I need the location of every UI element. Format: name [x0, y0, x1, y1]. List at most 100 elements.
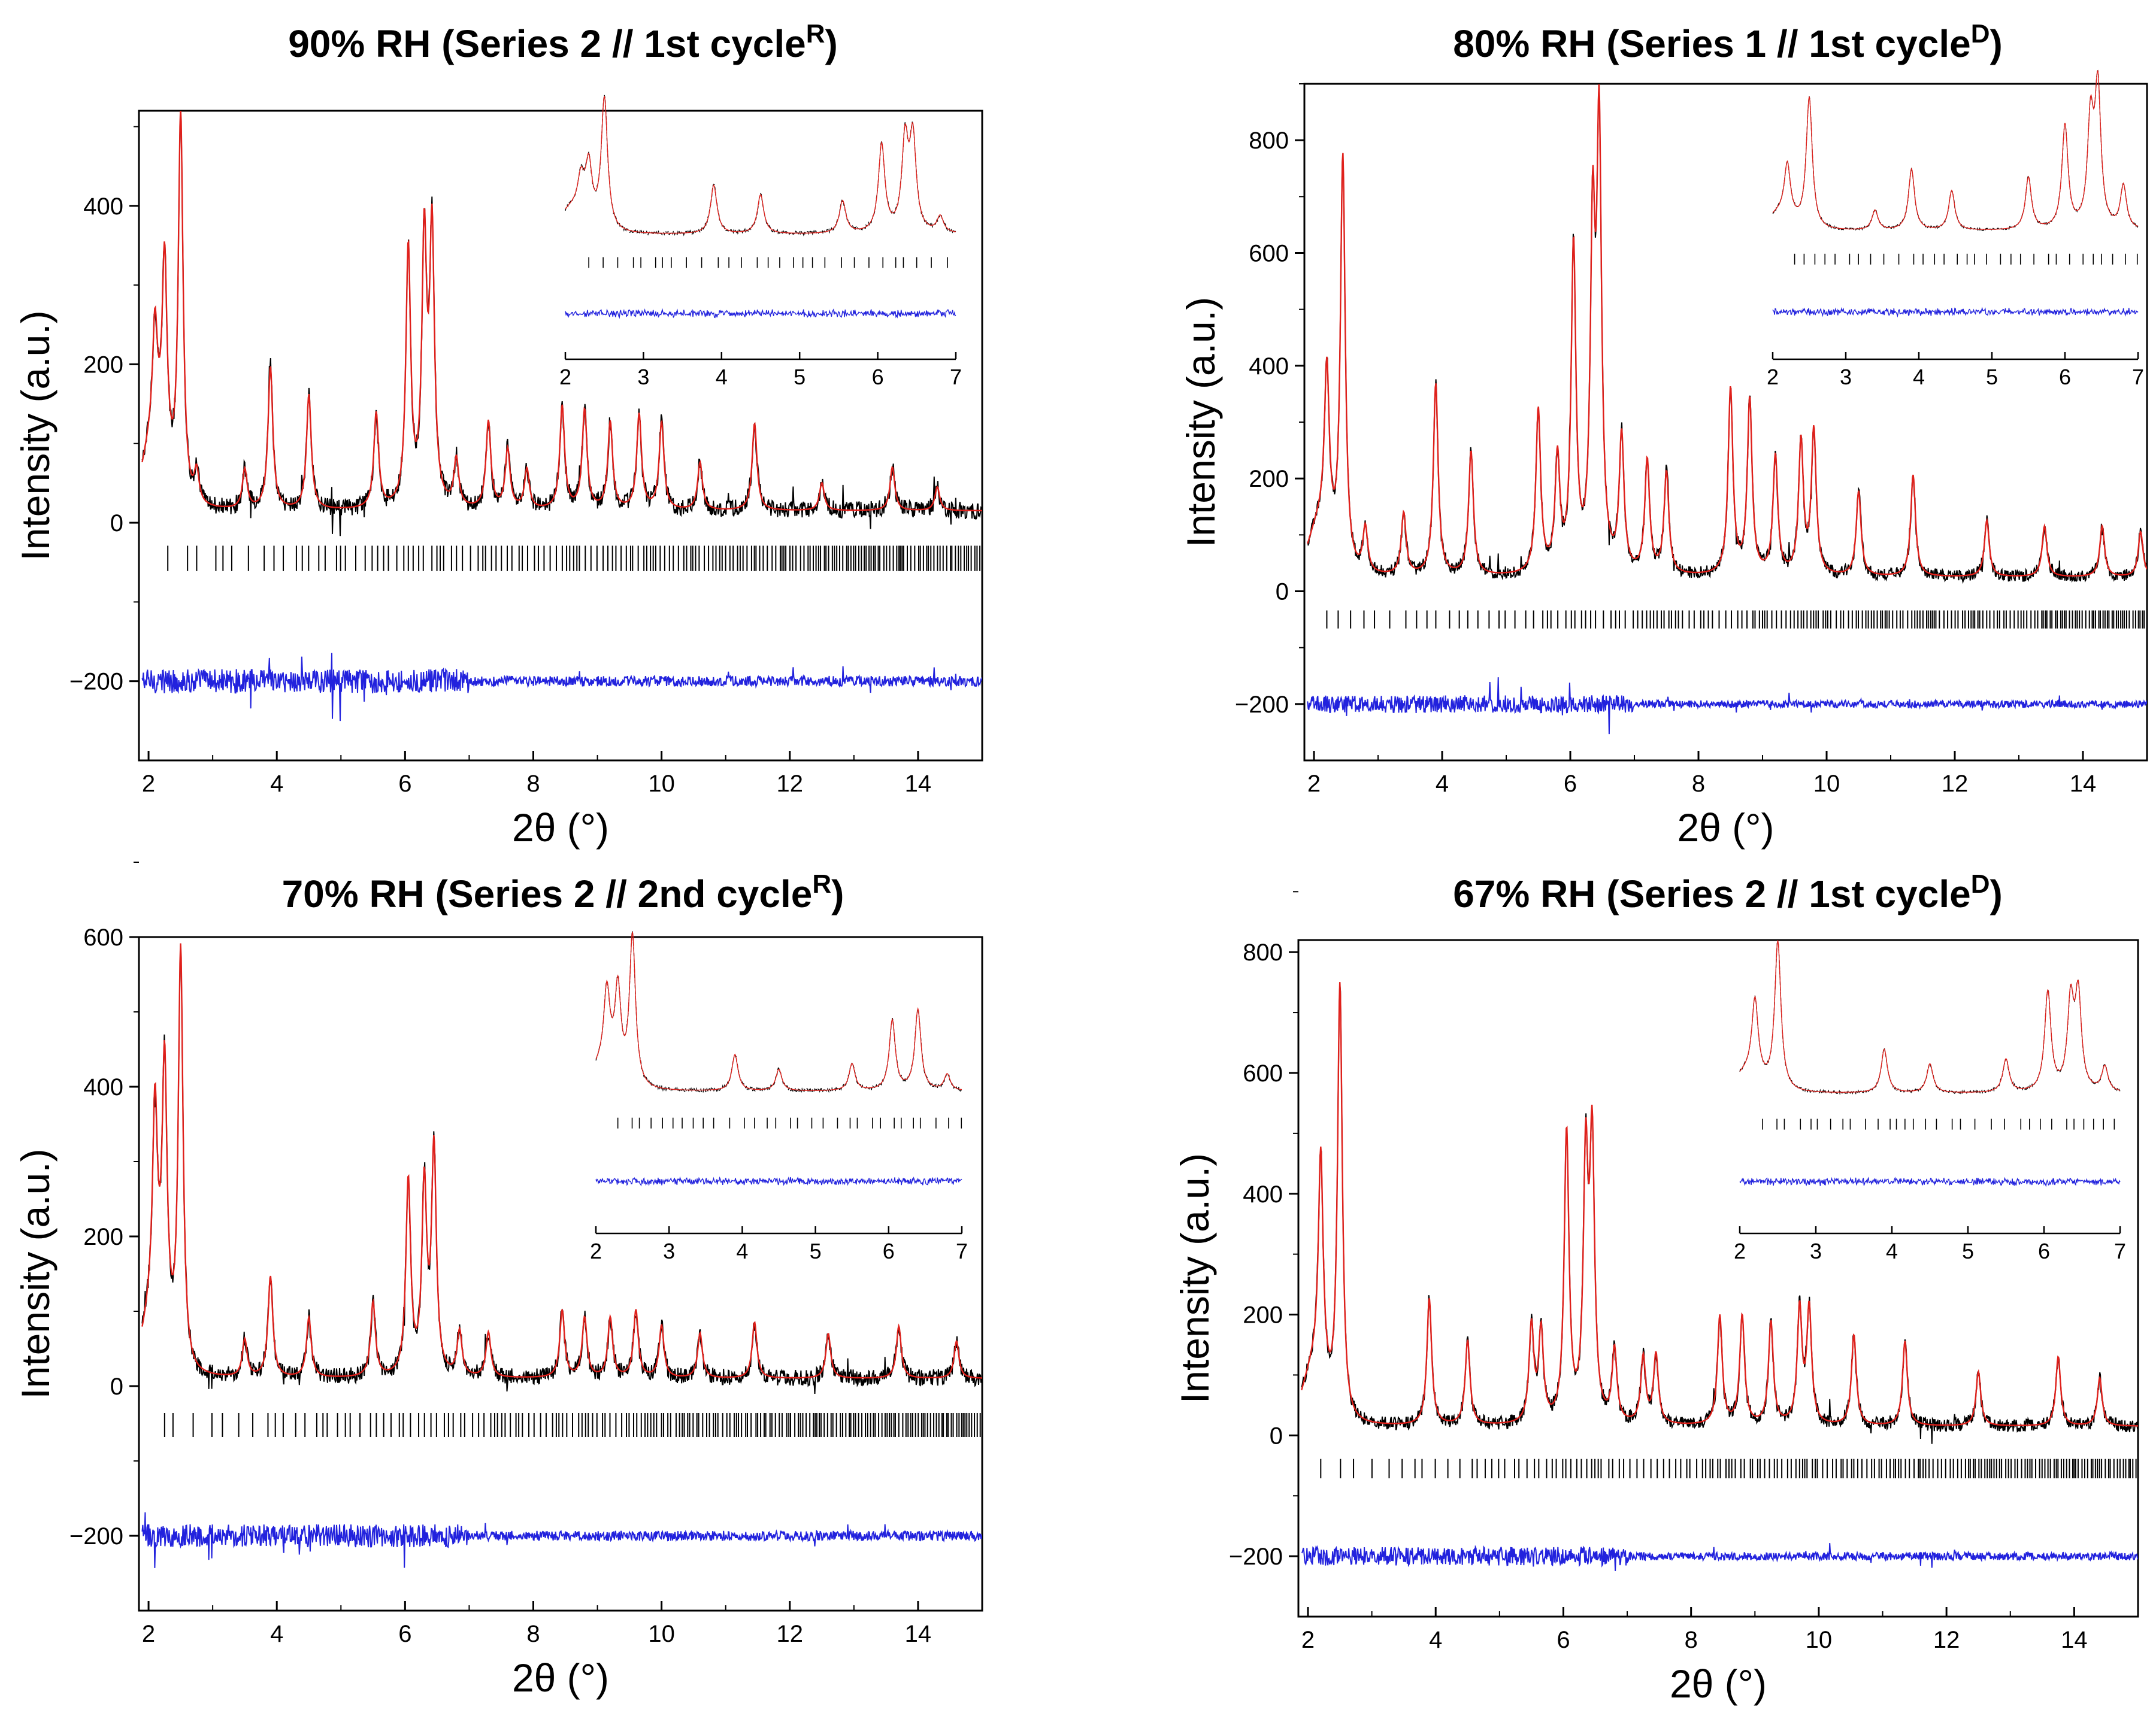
y-tick-label: 600 — [83, 924, 123, 951]
x-tick-label: 8 — [1692, 771, 1705, 797]
y-axis-title: Intensity (a.u.) — [1173, 1153, 1217, 1403]
y-tick-label: 600 — [1243, 1060, 1283, 1087]
inset: 2 3 4 5 6 7 — [590, 930, 968, 1263]
inset-calculated-line — [595, 932, 962, 1091]
series-difference-line — [141, 1512, 982, 1568]
y-tick-label: 800 — [1249, 128, 1289, 154]
panel-4: 67% RH (Series 2 // 1st cycleD) 2 4 6 8 10 12 1… — [1173, 869, 2139, 1706]
plot-frame — [138, 110, 983, 762]
inset-x-tick-label: 5 — [1986, 365, 1998, 389]
x-tick-label: 4 — [270, 1621, 283, 1647]
x-tick-label: 2 — [142, 1621, 155, 1647]
panel-title-close: ) — [825, 22, 837, 65]
inset-difference-line — [1739, 1177, 2121, 1187]
series-calculated-line — [1301, 982, 2138, 1427]
x-tick-label: 6 — [398, 1621, 411, 1647]
y-tick-label: 200 — [1243, 1302, 1283, 1329]
inset-x-tick-label: 2 — [590, 1239, 602, 1263]
panel-title-text: 90% RH (Series 2 // 1st cycle — [288, 22, 806, 65]
y-tick-label: 600 — [1249, 241, 1289, 267]
y-tick-label: 400 — [1243, 1181, 1283, 1208]
x-tick-label: 14 — [2070, 771, 2097, 797]
series-difference-line — [141, 653, 982, 721]
inset-x-tick-label: 6 — [2038, 1239, 2050, 1263]
inset-x-tick-label: 2 — [1734, 1239, 1746, 1263]
y-axis-title: Intensity (a.u.) — [13, 310, 57, 560]
x-tick-label: 12 — [777, 1621, 804, 1647]
inset: 2 3 4 5 6 7 — [1767, 69, 2144, 389]
inset-calculated-line — [1739, 940, 2121, 1093]
inset-difference-line — [595, 1176, 962, 1187]
x-tick-label: 12 — [1933, 1627, 1960, 1653]
x-tick-label: 8 — [526, 1621, 540, 1647]
panel-title-close: ) — [1990, 22, 2002, 65]
panel-title: 70% RH (Series 2 // 2nd cycleR) — [282, 869, 844, 916]
x-tick-label: 8 — [526, 771, 540, 797]
inset-observed-line — [1739, 939, 2121, 1096]
y-tick-label: 200 — [1249, 466, 1289, 492]
panel-title-superscript: R — [806, 19, 825, 48]
x-tick-label: 2 — [142, 771, 155, 797]
x-tick-label: 10 — [648, 771, 675, 797]
inset-x-tick-label: 5 — [794, 365, 806, 389]
panel-3: 70% RH (Series 2 // 2nd cycleR) 2 4 6 8 10 12 1… — [13, 862, 983, 1700]
series-group — [141, 943, 982, 1568]
y-axis-title: Intensity (a.u.) — [13, 1148, 57, 1399]
series-calculated-line — [1307, 84, 2147, 577]
inset-x-tick-label: 7 — [956, 1239, 968, 1263]
y-tick-label: −200 — [69, 669, 123, 695]
panel-1: 90% RH (Series 2 // 1st cycleR) 2 4 6 8 10 12 1… — [13, 19, 983, 850]
panel-title-superscript: R — [812, 869, 831, 899]
inset-x-tick-label: 2 — [559, 365, 571, 389]
x-axis-title: 2θ (°) — [1670, 1662, 1767, 1706]
series-calculated-line — [141, 111, 982, 511]
y-tick-label: 400 — [83, 1074, 123, 1101]
series-observed-line — [141, 111, 982, 536]
x-tick-label: 10 — [1806, 1627, 1833, 1653]
x-tick-label: 14 — [2061, 1627, 2088, 1653]
inset-x-tick-label: 7 — [950, 365, 962, 389]
y-tick-label: 200 — [83, 351, 123, 378]
x-tick-label: 6 — [1564, 771, 1577, 797]
y-tick-label: 0 — [1276, 579, 1289, 605]
y-tick-label: 400 — [83, 193, 123, 220]
inset-x-tick-label: 7 — [2114, 1239, 2126, 1263]
x-tick-label: 12 — [777, 771, 804, 797]
inset-x-tick-label: 4 — [716, 365, 728, 389]
x-axis-title: 2θ (°) — [512, 805, 609, 850]
panel-title: 67% RH (Series 2 // 1st cycleD) — [1453, 869, 2003, 916]
inset-x-tick-label: 7 — [2132, 365, 2144, 389]
inset-x-tick-label: 2 — [1767, 365, 1779, 389]
series-difference-line — [1307, 677, 2147, 735]
y-axis-title: Intensity (a.u.) — [1179, 297, 1223, 547]
x-axis-title: 2θ (°) — [1677, 805, 1774, 850]
y-tick-label: −200 — [69, 1523, 123, 1550]
inset-x-tick-label: 6 — [2059, 365, 2071, 389]
x-tick-label: 2 — [1307, 771, 1321, 797]
panel-title-superscript: D — [1971, 19, 1990, 48]
x-tick-label: 8 — [1685, 1627, 1698, 1653]
y-tick-label: 0 — [1270, 1423, 1283, 1449]
y-tick-label: 400 — [1249, 353, 1289, 380]
inset-difference-line — [565, 308, 956, 319]
inset-x-tick-label: 4 — [736, 1239, 748, 1263]
x-tick-label: 14 — [905, 1621, 932, 1647]
panel-title-close: ) — [1990, 872, 2002, 915]
panel-title-superscript: D — [1971, 869, 1990, 899]
series-group — [141, 111, 982, 721]
inset-calculated-line — [1772, 69, 2139, 230]
inset-x-tick-label: 6 — [883, 1239, 895, 1263]
x-tick-label: 10 — [1813, 771, 1840, 797]
plot-frame — [138, 936, 983, 1612]
series-group — [1307, 84, 2147, 735]
inset-x-tick-label: 3 — [663, 1239, 675, 1263]
inset-observed-line — [1772, 70, 2139, 232]
x-tick-label: 2 — [1301, 1627, 1315, 1653]
inset: 2 3 4 5 6 7 — [559, 95, 962, 389]
panel-2: 80% RH (Series 1 // 1st cycleD) 2 4 6 8 10 12 1… — [1179, 19, 2148, 850]
inset-difference-line — [1772, 307, 2139, 318]
inset-x-tick-label: 3 — [637, 365, 649, 389]
inset-x-tick-label: 3 — [1810, 1239, 1822, 1263]
x-tick-label: 12 — [1942, 771, 1969, 797]
